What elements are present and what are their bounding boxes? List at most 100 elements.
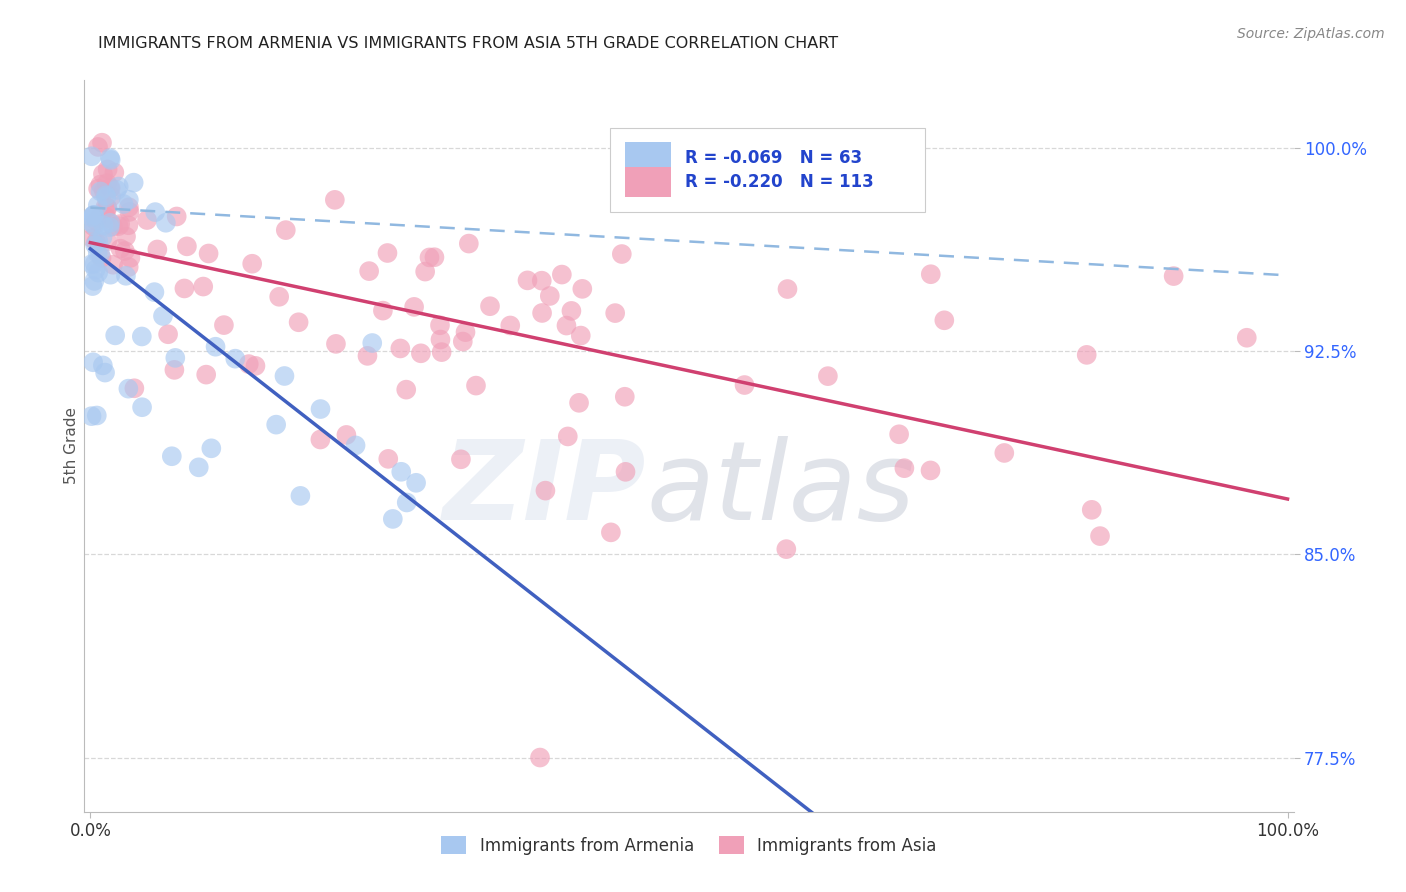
Point <box>934 313 956 327</box>
Point <box>87 246 110 260</box>
Point <box>993 446 1015 460</box>
Point <box>290 489 312 503</box>
Point <box>83 208 105 222</box>
Point <box>165 351 187 365</box>
Point <box>155 216 177 230</box>
Point <box>451 334 474 349</box>
Text: ZIP: ZIP <box>443 436 647 543</box>
Point <box>80 257 103 271</box>
Point <box>269 290 291 304</box>
Point <box>560 304 582 318</box>
Point <box>457 236 479 251</box>
Point <box>605 306 627 320</box>
Point <box>371 303 394 318</box>
Point <box>84 238 107 252</box>
Point <box>91 167 114 181</box>
Point <box>87 266 110 280</box>
Point <box>94 366 117 380</box>
Point <box>1088 529 1111 543</box>
Point <box>143 285 166 299</box>
Point <box>1236 331 1258 345</box>
Point <box>430 345 453 359</box>
Point <box>96 190 118 204</box>
Point <box>309 433 332 447</box>
Point <box>90 208 112 222</box>
Point <box>98 216 121 230</box>
Point <box>224 351 246 366</box>
Point <box>195 368 218 382</box>
Point <box>94 200 117 214</box>
Point <box>124 381 146 395</box>
Point <box>359 264 381 278</box>
Point <box>197 246 219 260</box>
Point <box>479 299 502 313</box>
Point <box>529 750 551 764</box>
Point <box>101 258 124 272</box>
Point <box>920 463 942 477</box>
Point <box>96 234 118 248</box>
Point <box>599 525 621 540</box>
Point <box>163 363 186 377</box>
Point <box>97 162 120 177</box>
Point <box>103 165 125 179</box>
Point <box>204 340 226 354</box>
Point <box>86 214 108 228</box>
Point <box>94 188 117 202</box>
Point <box>240 257 263 271</box>
Point <box>80 210 103 224</box>
Point <box>152 309 174 323</box>
Point <box>245 359 267 373</box>
Point <box>98 220 121 235</box>
Point <box>100 268 122 282</box>
Point <box>176 239 198 253</box>
Point <box>499 318 522 333</box>
Point <box>83 257 105 271</box>
Point <box>80 149 103 163</box>
Point <box>89 178 111 192</box>
Point <box>377 451 399 466</box>
Legend: Immigrants from Armenia, Immigrants from Asia: Immigrants from Armenia, Immigrants from… <box>441 837 936 855</box>
Point <box>120 251 142 265</box>
Point <box>323 193 346 207</box>
FancyBboxPatch shape <box>610 128 925 212</box>
Point <box>395 383 418 397</box>
Point <box>83 208 105 222</box>
Point <box>423 250 446 264</box>
Point <box>893 461 915 475</box>
Point <box>108 217 131 231</box>
Point <box>356 349 378 363</box>
Point <box>84 235 107 249</box>
Point <box>105 183 128 197</box>
Point <box>80 409 103 424</box>
Point <box>93 184 115 198</box>
Point <box>193 279 215 293</box>
Point <box>84 262 107 277</box>
Point <box>83 274 105 288</box>
Point <box>538 289 561 303</box>
Point <box>775 542 797 557</box>
Point <box>1163 269 1185 284</box>
Point <box>409 346 432 360</box>
Point <box>91 136 114 150</box>
Point <box>80 216 103 230</box>
Point <box>115 268 138 283</box>
Point <box>96 211 118 225</box>
Point <box>115 229 138 244</box>
Point <box>96 176 118 190</box>
Point <box>87 198 110 212</box>
Point <box>131 401 153 415</box>
Point <box>90 251 112 265</box>
Point <box>82 279 104 293</box>
Point <box>200 442 222 456</box>
Point <box>100 181 122 195</box>
Point <box>413 264 436 278</box>
Point <box>146 243 169 257</box>
Point <box>96 201 118 215</box>
Point <box>429 333 451 347</box>
Point <box>920 267 942 281</box>
Point <box>309 402 332 417</box>
Point <box>114 244 136 258</box>
Point <box>273 369 295 384</box>
Point <box>516 273 538 287</box>
Point <box>82 219 104 234</box>
